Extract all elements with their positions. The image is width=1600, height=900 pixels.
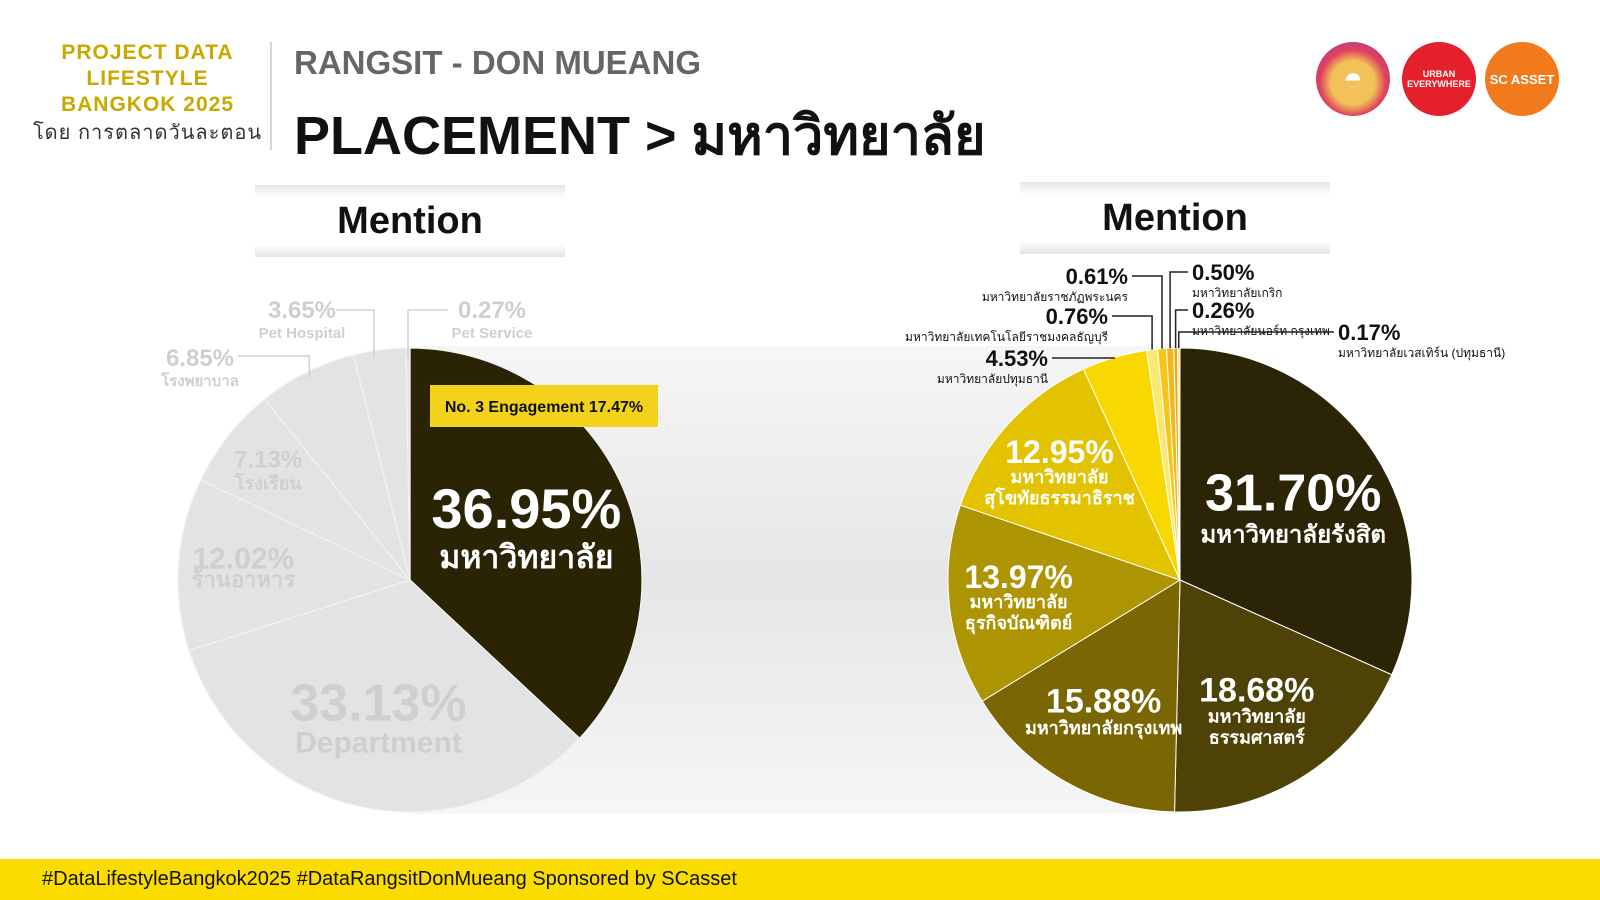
right-pie-slice <box>981 579 1181 813</box>
left-slice-label: ร้านอาหาร <box>192 567 296 592</box>
left-pie-slice <box>409 347 643 740</box>
urban-everywhere-logo: URBAN EVERYWHERE <box>1402 42 1476 116</box>
left-slice-label: Department <box>295 727 462 760</box>
left-callout-pct: 6.85% <box>166 345 234 372</box>
left-callout-pct: 0.27% <box>458 297 526 324</box>
engagement-tag <box>430 385 658 427</box>
brand-line-3: BANGKOK 2025 <box>60 93 235 116</box>
right-slice-pct: 13.97% <box>964 559 1073 595</box>
right-slice-label: มหาวิทยาลัย <box>970 592 1068 612</box>
right-callout-label: มหาวิทยาลัยเวสเทิร์น (ปทุมธานี) <box>1338 346 1505 361</box>
leader-line <box>1112 315 1153 350</box>
left-slice-pct: 36.95% <box>431 477 621 540</box>
leader-line <box>1174 309 1188 349</box>
left-pie-slice <box>177 479 412 652</box>
left-pie-slice <box>199 398 411 581</box>
right-slice-pct: 15.88% <box>1046 683 1161 721</box>
right-slice-label: ธุรกิจบัณฑิตย์ <box>965 612 1072 635</box>
right-callout-pct: 4.53% <box>986 346 1048 371</box>
right-callout-label: มหาวิทยาลัยปทุมธานี <box>937 372 1048 387</box>
right-pie-slice <box>1179 347 1413 676</box>
straw-hat-icon: ◓ <box>1342 59 1364 98</box>
leader-line <box>1178 331 1334 349</box>
right-callout-pct: 0.61% <box>1066 264 1128 289</box>
left-pie <box>177 347 643 813</box>
footer-hashtags: #DataLifestyleBangkok2025 #DataRangsitDo… <box>42 868 737 890</box>
right-pie-slice <box>947 504 1182 702</box>
brand-block: PROJECT DATA LIFESTYLE BANGKOK 2025 โดย … <box>30 40 265 146</box>
right-pie <box>947 347 1413 813</box>
right-slice-pct: 31.70% <box>1205 464 1381 522</box>
right-callout-pct: 0.76% <box>1046 304 1108 329</box>
left-chart-title: Mention <box>255 185 565 257</box>
right-pie-slice <box>1174 579 1393 813</box>
left-callout-label: โรงพยาบาล <box>160 371 239 390</box>
right-slice-pct: 18.68% <box>1199 672 1314 710</box>
brand-line-2: LIFESTYLE <box>86 67 209 90</box>
left-callout-label: Pet Hospital <box>259 325 346 342</box>
page-subtitle: RANGSIT - DON MUEANG <box>294 44 701 81</box>
right-callout-label: มหาวิทยาลัยเกริก <box>1192 286 1282 300</box>
chart-labels: 36.95%มหาวิทยาลัยNo. 3 Engagement 17.47%… <box>160 260 1505 760</box>
hat-logo: ◓ <box>1316 42 1390 116</box>
page-title: PLACEMENT > มหาวิทยาลัย <box>294 106 986 166</box>
right-chart-title: Mention <box>1020 182 1330 254</box>
brand-byline: โดย การตลาดวันละตอน <box>32 122 263 144</box>
left-slice-pct: 12.02% <box>192 543 294 576</box>
leader-line <box>1169 271 1188 349</box>
left-slice-pct: 7.13% <box>234 447 302 474</box>
right-slice-label: ธรรมศาสตร์ <box>1209 727 1305 748</box>
left-callout-label: Pet Service <box>452 325 533 342</box>
left-pie-slice <box>188 579 581 813</box>
right-slice-label: มหาวิทยาลัย <box>1208 707 1306 727</box>
header-divider <box>270 42 272 150</box>
right-callout-label: มหาวิทยาลัยเทคโนโลยีราชมงคลธัญบุรี <box>905 330 1109 345</box>
leader-line <box>1132 275 1163 349</box>
right-slice-label: มหาวิทยาลัยรังสิต <box>1200 522 1386 549</box>
right-slice-label: มหาวิทยาลัย <box>1010 467 1108 487</box>
left-slice-pct: 33.13% <box>290 674 466 732</box>
leader-line <box>1052 357 1116 359</box>
footer-bar: #DataLifestyleBangkok2025 #DataRangsitDo… <box>0 859 1600 900</box>
right-pie-slice <box>959 368 1181 581</box>
leader-line <box>336 309 375 356</box>
left-callout-pct: 3.65% <box>268 297 336 324</box>
left-slice-label: มหาวิทยาลัย <box>439 539 613 575</box>
engagement-tag-text: No. 3 Engagement 17.47% <box>445 399 643 416</box>
right-callout-pct: 0.50% <box>1192 260 1254 285</box>
left-slice-label: โรงเรียน <box>234 473 302 494</box>
sc-asset-logo: SC ASSET <box>1485 42 1559 116</box>
right-slice-label: มหาวิทยาลัยกรุงเทพ <box>1025 718 1182 740</box>
right-callout-label: มหาวิทยาลัยราชภัฏพระนคร <box>982 290 1129 304</box>
leader-line <box>238 355 311 378</box>
right-callout-pct: 0.17% <box>1338 320 1400 345</box>
right-callout-pct: 0.26% <box>1192 298 1254 323</box>
leader-line <box>407 309 448 359</box>
brand-line-1: PROJECT DATA <box>61 41 234 64</box>
right-slice-pct: 12.95% <box>1005 434 1114 470</box>
right-slice-label: สุโขทัยธรรมาธิราช <box>984 487 1135 510</box>
